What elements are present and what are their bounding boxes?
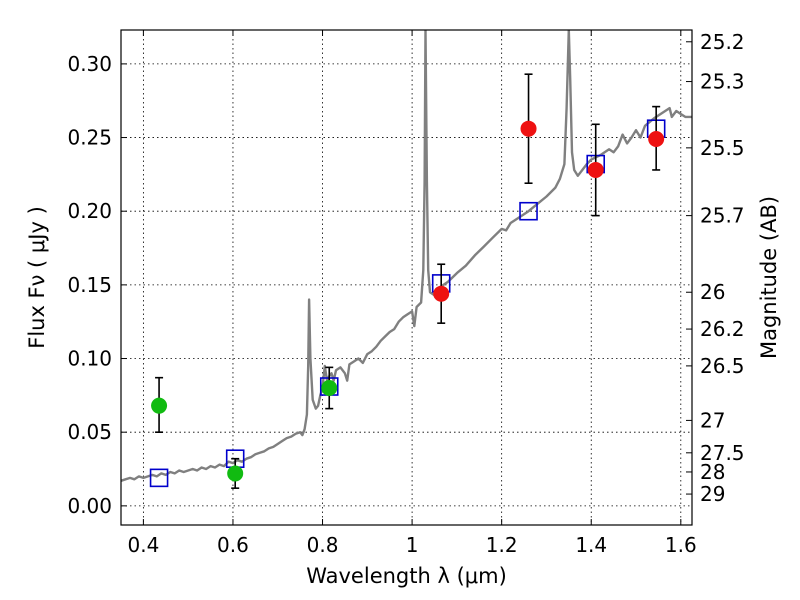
x-tick-label: 0.6 <box>217 533 249 557</box>
y-tick-label: 0.25 <box>67 126 112 150</box>
y-tick-label: 0.20 <box>67 199 112 223</box>
template-spectrum-layer <box>121 30 692 482</box>
right-axis-label: Magnitude (AB) <box>757 196 781 359</box>
right-tick-label: 25.3 <box>700 70 745 94</box>
photometry-point <box>227 465 244 482</box>
right-tick-label: 25.5 <box>700 136 745 160</box>
y-tick-label: 0.10 <box>67 347 112 371</box>
right-tick-label: 25.2 <box>700 30 745 54</box>
right-tick-label: 25.7 <box>700 204 745 228</box>
photometry-point <box>520 120 537 137</box>
data-marks <box>149 73 666 489</box>
x-tick-label: 1.6 <box>665 533 697 557</box>
right-tick-label: 27 <box>700 408 725 432</box>
right-tick-label: 29 <box>700 482 725 506</box>
photometry-point <box>648 131 665 148</box>
right-tick-label: 26 <box>700 280 725 304</box>
y-tick-label: 0.05 <box>67 420 112 444</box>
grid-lines <box>121 30 692 525</box>
photometry-point <box>433 285 450 302</box>
y-tick-label: 0.30 <box>67 52 112 76</box>
x-tick-label: 1.2 <box>486 533 518 557</box>
template-spectrum-line <box>121 30 692 482</box>
plot-frame <box>120 29 693 526</box>
x-axis-label: Wavelength λ (μm) <box>306 564 507 588</box>
x-tick-label: 1.4 <box>575 533 607 557</box>
x-tick-label: 0.4 <box>127 533 159 557</box>
right-tick-label: 26.2 <box>700 317 745 341</box>
y-tick-label: 0.15 <box>67 273 112 297</box>
photometry-point <box>321 379 338 396</box>
x-tick-label: 0.8 <box>307 533 339 557</box>
x-tick-label: 1 <box>406 533 419 557</box>
right-tick-label: 28 <box>700 460 725 484</box>
photometry-point <box>151 397 168 414</box>
model-square-marker <box>149 468 169 488</box>
right-tick-label: 27.5 <box>700 441 745 465</box>
right-tick-label: 26.5 <box>700 354 745 378</box>
y-tick-label: 0.00 <box>67 494 112 518</box>
axis-ticks: 0.4 0.6 0.8 1 1.2 1.4 1.6 0.00 0.05 0.10 0.15 0.20 0… <box>67 30 744 557</box>
model-square-marker <box>519 201 538 221</box>
photometry-point <box>587 161 604 178</box>
y-axis-label: Flux Fν ( μJy ) <box>25 206 49 349</box>
